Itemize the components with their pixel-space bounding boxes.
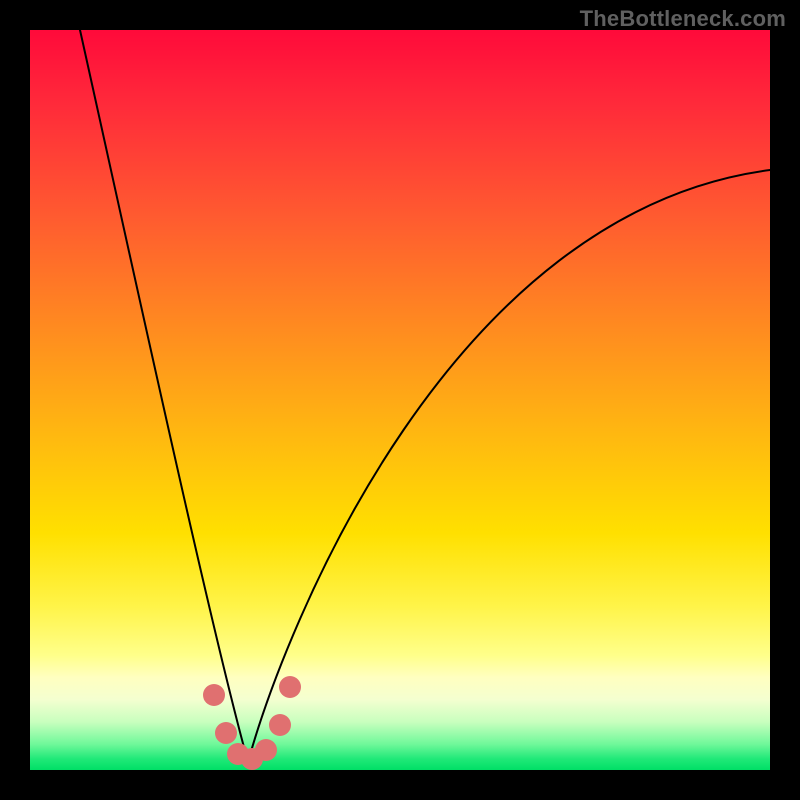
- curve-dot: [203, 684, 225, 706]
- plot-area: [30, 30, 770, 770]
- curve-dot: [255, 739, 277, 761]
- curve-dot: [269, 714, 291, 736]
- curve-dot: [215, 722, 237, 744]
- chart-frame: TheBottleneck.com: [0, 0, 800, 800]
- curve-dot: [279, 676, 301, 698]
- watermark-text: TheBottleneck.com: [580, 6, 786, 32]
- highlight-dots: [30, 30, 770, 770]
